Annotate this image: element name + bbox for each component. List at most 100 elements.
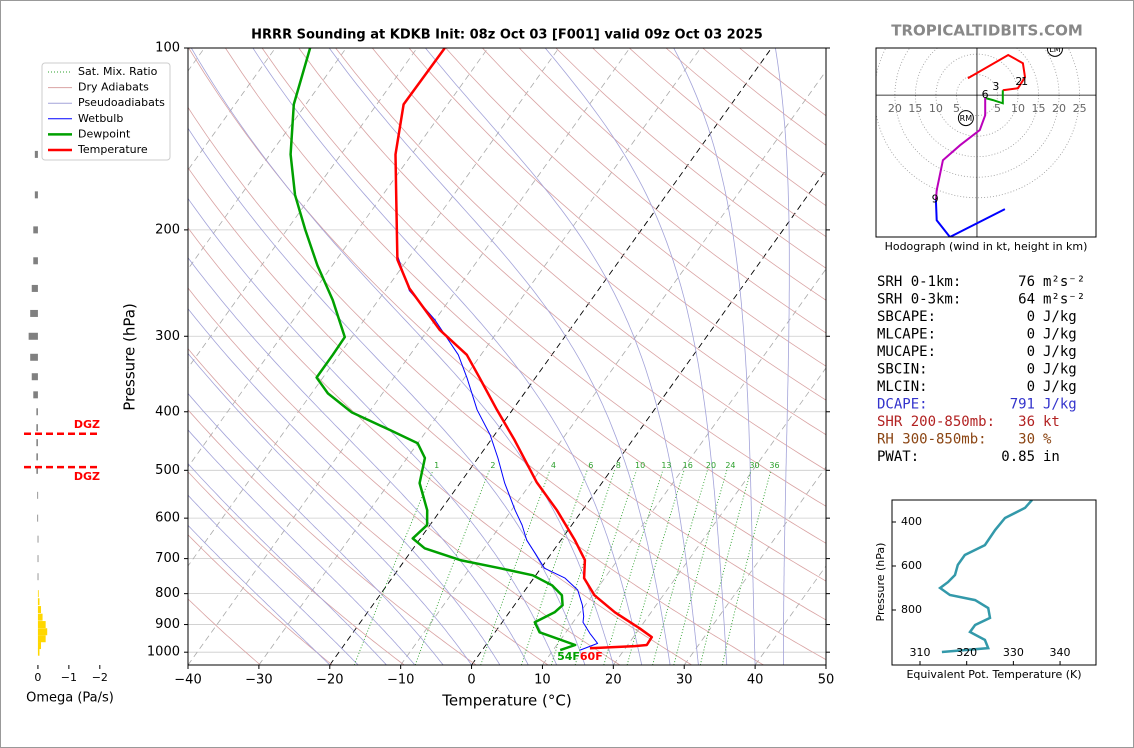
isotherm <box>258 48 701 665</box>
stat-unit: J/kg <box>1043 379 1077 395</box>
mixing-ratio-line <box>603 470 664 665</box>
stat-label: MLCIN: <box>877 379 928 395</box>
hodograph-frame <box>875 47 1097 238</box>
moist-adiabat <box>188 127 586 665</box>
dry-adiabat <box>445 48 826 367</box>
hodograph-plot: 20 15 10 5 5 10 15 20 25 12 36 9 LM RM <box>876 48 1096 237</box>
stat-value: 0 <box>1027 309 1035 325</box>
x-tick-label: 330 <box>1003 646 1024 659</box>
legend-label: Pseudoadiabats <box>78 96 165 109</box>
x-tick-label: 0 <box>467 673 475 688</box>
omega-bar <box>37 514 39 522</box>
x-tick-label: 310 <box>910 646 931 659</box>
omega-bar <box>36 466 38 474</box>
dry-adiabat <box>225 48 826 582</box>
storm-motion <box>957 110 974 127</box>
y-tick-label: 700 <box>155 551 180 566</box>
mixing-ratio-line <box>626 470 685 665</box>
stat-value: 30 <box>1018 432 1035 448</box>
watermark: TROPICALTIDBITS.COM <box>891 22 1083 40</box>
height-label: 2 <box>1015 75 1022 88</box>
moist-adiabat <box>188 257 529 665</box>
isotherm <box>329 48 772 665</box>
x-tick-label: −30 <box>245 673 272 688</box>
omega-bar <box>34 191 38 199</box>
theta-y-label: Pressure (hPa) <box>874 543 887 622</box>
legend-box <box>41 62 171 161</box>
hodograph-ring-label: 5 <box>994 102 1001 115</box>
stat-label: SBCIN: <box>877 362 928 378</box>
hodograph-ring-label: 15 <box>1032 102 1046 115</box>
mixing-ratio-line <box>699 470 752 665</box>
isotherm <box>188 48 276 171</box>
x-axis-label: Temperature (°C) <box>441 692 571 710</box>
theta-e-plot <box>937 500 1033 654</box>
stat-unit: % <box>1043 432 1052 448</box>
hodograph-ring-label: 10 <box>929 102 943 115</box>
hodograph-ring-label: 5 <box>953 102 960 115</box>
omega-bar <box>28 332 38 340</box>
stat-value: 36 <box>1018 414 1035 430</box>
stat-value: 0 <box>1027 327 1035 343</box>
x-tick-label: 40 <box>747 673 764 688</box>
stat-value: 0 <box>1027 344 1035 360</box>
y-tick-label: 600 <box>901 559 922 572</box>
dry-adiabat <box>188 471 405 665</box>
omega-bar <box>31 284 38 292</box>
moist-adiabat <box>188 494 359 665</box>
dry-adiabat <box>188 166 764 665</box>
dry-adiabat <box>188 348 549 665</box>
omega-bar <box>37 573 39 581</box>
omega-bar <box>37 598 40 606</box>
moist-adiabat <box>188 352 472 665</box>
hodograph-ring-label: 20 <box>888 102 902 115</box>
x-tick-label: 320 <box>956 646 977 659</box>
skewt-plot: 1 2 4 6 8 10 13 16 20 24 30 36 <box>188 48 826 665</box>
hodograph-ring-label: 15 <box>908 102 922 115</box>
moist-adiabat <box>775 48 790 665</box>
legend-label: Sat. Mix. Ratio <box>78 65 158 78</box>
mixing-ratio-label: 13 <box>661 461 671 470</box>
dry-adiabat <box>188 598 261 665</box>
stat-unit: J/kg <box>1043 397 1077 413</box>
x-tick-label: 340 <box>1050 646 1071 659</box>
y-tick-label: 800 <box>155 586 180 601</box>
dry-adiabat <box>371 48 826 436</box>
dry-adiabat <box>335 48 826 471</box>
mixing-ratio-label: 4 <box>551 461 556 470</box>
moist-adiabat <box>544 48 728 665</box>
hodograph-trace <box>967 53 1027 92</box>
stat-value: 0 <box>1027 379 1035 395</box>
dry-adiabat <box>298 48 826 507</box>
mixing-ratio-line <box>652 470 708 665</box>
moist-adiabat <box>188 392 444 665</box>
moist-adiabat <box>425 48 699 665</box>
dry-adiabat <box>188 287 621 665</box>
stat-label: SRH 0-1km: <box>877 274 961 290</box>
chart-title: HRRR Sounding at KDKB Init: 08z Oct 03 [… <box>251 28 763 43</box>
omega-bar <box>37 606 42 614</box>
omega-bar <box>37 648 40 656</box>
stats-table: SRH 0-1km: 76 m²s⁻² SRH 0-3km: 64 m²s⁻² SBCAPE… <box>877 274 1085 465</box>
dry-adiabat <box>188 48 826 621</box>
profile-line <box>289 48 577 652</box>
isotherm <box>188 48 489 468</box>
omega-axis-label: Omega (Pa/s) <box>26 691 114 706</box>
stat-value: 64 <box>1018 292 1035 308</box>
theta-e-frame <box>891 499 1097 666</box>
stat-unit: J/kg <box>1043 309 1077 325</box>
legend-label: Dewpoint <box>78 127 131 140</box>
omega-bar <box>30 353 38 361</box>
height-label: 1 <box>1021 75 1028 88</box>
stat-label: MLCAPE: <box>877 327 936 343</box>
x-tick-label: 10 <box>534 673 551 688</box>
x-tick-label: 30 <box>676 673 693 688</box>
stat-label: SBCAPE: <box>877 309 936 325</box>
stat-label: PWAT: <box>877 449 919 465</box>
moist-adiabat <box>673 48 756 665</box>
mixing-ratio-label: 36 <box>769 461 779 470</box>
mixing-ratio-label: 30 <box>749 461 759 470</box>
x-tick-label: 50 <box>818 673 835 688</box>
isotherm <box>188 48 347 270</box>
